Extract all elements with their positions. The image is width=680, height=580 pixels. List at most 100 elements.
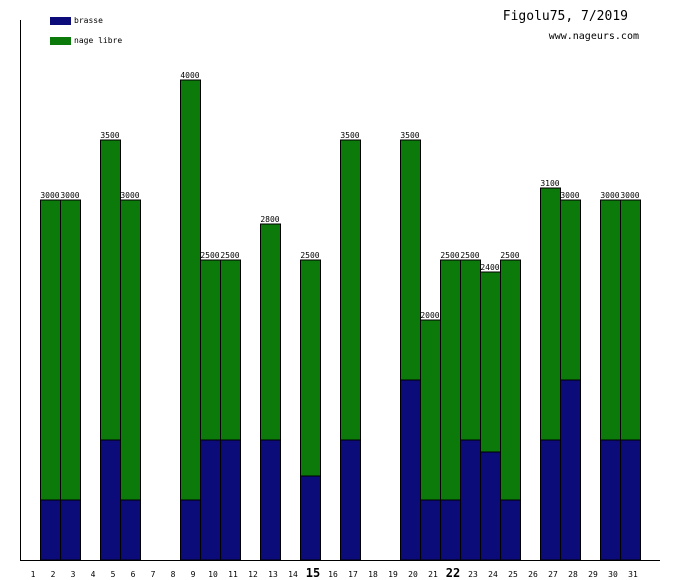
x-tick-label-21: 21 <box>428 570 438 579</box>
bar-total-label-day-17: 3500 <box>340 131 359 140</box>
x-tick-label-18: 18 <box>368 570 378 579</box>
bar-nage-libre-day-31 <box>620 199 641 441</box>
bar-nage-libre-day-5 <box>100 139 121 441</box>
bar-nage-libre-day-23 <box>460 259 481 441</box>
legend-item-brasse: brasse <box>50 15 122 26</box>
x-tick-label-3: 3 <box>71 570 76 579</box>
bar-brasse-day-28 <box>560 379 581 561</box>
bar-nage-libre-day-21 <box>420 319 441 501</box>
bar-brasse-day-23 <box>460 439 481 561</box>
x-tick-label-9: 9 <box>191 570 196 579</box>
bar-total-label-day-15: 2500 <box>300 251 319 260</box>
x-tick-label-13: 13 <box>268 570 278 579</box>
bar-brasse-day-17 <box>340 439 361 561</box>
bar-brasse-day-30 <box>600 439 621 561</box>
bar-brasse-day-22 <box>440 499 461 561</box>
bar-total-label-day-22: 2500 <box>440 251 459 260</box>
legend-swatch-brasse <box>50 16 71 25</box>
legend-swatch-nage-libre <box>50 36 71 45</box>
x-tick-label-4: 4 <box>91 570 96 579</box>
bar-total-label-day-30: 3000 <box>600 191 619 200</box>
bar-nage-libre-day-15 <box>300 259 321 477</box>
bar-brasse-day-5 <box>100 439 121 561</box>
x-tick-label-23: 23 <box>468 570 478 579</box>
legend: brasse nage libre <box>50 15 122 55</box>
bar-nage-libre-day-3 <box>60 199 81 501</box>
bar-brasse-day-11 <box>220 439 241 561</box>
bar-brasse-day-25 <box>500 499 521 561</box>
bar-total-label-day-6: 3000 <box>120 191 139 200</box>
bar-nage-libre-day-9 <box>180 79 201 501</box>
bar-total-label-day-28: 3000 <box>560 191 579 200</box>
bar-total-label-day-21: 2000 <box>420 311 439 320</box>
bar-total-label-day-25: 2500 <box>500 251 519 260</box>
bar-nage-libre-day-6 <box>120 199 141 501</box>
legend-label-brasse: brasse <box>74 16 103 25</box>
x-tick-labels: 1 2 3 4 5 6 7 8 9 10 11 12 13 14 15 16 17 18 19 20 21 22 23 24 2… <box>31 566 638 580</box>
bar-total-label-day-20: 3500 <box>400 131 419 140</box>
x-tick-label-12: 12 <box>248 570 258 579</box>
bar-brasse-day-15 <box>300 475 321 561</box>
bar-total-label-day-9: 4000 <box>180 71 199 80</box>
bar-nage-libre-day-13 <box>260 223 281 441</box>
x-tick-label-5: 5 <box>111 570 116 579</box>
bar-nage-libre-day-2 <box>40 199 61 501</box>
bar-nage-libre-day-22 <box>440 259 461 501</box>
x-tick-label-27: 27 <box>548 570 558 579</box>
x-tick-label-16: 16 <box>328 570 338 579</box>
x-tick-label-15: 15 <box>306 566 320 580</box>
x-tick-label-10: 10 <box>208 570 218 579</box>
bar-brasse-day-6 <box>120 499 141 561</box>
bar-nage-libre-day-20 <box>400 139 421 381</box>
bar-brasse-day-24 <box>480 451 501 561</box>
bar-total-label-day-27: 3100 <box>540 179 559 188</box>
x-tick-label-8: 8 <box>171 570 176 579</box>
site-label: www.nageurs.com <box>548 31 639 42</box>
bar-total-label-day-11: 2500 <box>220 251 239 260</box>
bar-brasse-day-13 <box>260 439 281 561</box>
bar-total-label-day-31: 3000 <box>620 191 639 200</box>
x-tick-label-14: 14 <box>288 570 298 579</box>
chart-title: Figolu75, 7/2019 <box>502 9 628 24</box>
x-tick-label-7: 7 <box>151 570 156 579</box>
bar-brasse-day-2 <box>40 499 61 561</box>
x-tick-label-25: 25 <box>508 570 518 579</box>
bar-brasse-day-20 <box>400 379 421 561</box>
bar-total-label-day-10: 2500 <box>200 251 219 260</box>
bar-total-label-day-23: 2500 <box>460 251 479 260</box>
bar-total-label-day-3: 3000 <box>60 191 79 200</box>
x-tick-label-6: 6 <box>131 570 136 579</box>
bar-nage-libre-day-11 <box>220 259 241 441</box>
x-tick-label-1: 1 <box>31 570 36 579</box>
x-tick-label-19: 19 <box>388 570 398 579</box>
bar-brasse-day-9 <box>180 499 201 561</box>
x-tick-label-28: 28 <box>568 570 578 579</box>
bar-brasse-day-27 <box>540 439 561 561</box>
x-tick-label-24: 24 <box>488 570 498 579</box>
legend-item-nage-libre: nage libre <box>50 35 122 46</box>
x-tick-label-2: 2 <box>51 570 56 579</box>
bar-brasse-day-10 <box>200 439 221 561</box>
bar-total-label-day-5: 3500 <box>100 131 119 140</box>
bar-total-label-day-13: 2800 <box>260 215 279 224</box>
bar-nage-libre-day-28 <box>560 199 581 381</box>
x-tick-label-26: 26 <box>528 570 538 579</box>
bar-brasse-day-21 <box>420 499 441 561</box>
bar-nage-libre-day-25 <box>500 259 521 501</box>
bar-total-label-day-24: 2400 <box>480 263 499 272</box>
x-tick-label-30: 30 <box>608 570 618 579</box>
bar-brasse-day-3 <box>60 499 81 561</box>
bar-nage-libre-day-24 <box>480 271 501 453</box>
bar-nage-libre-day-30 <box>600 199 621 441</box>
x-tick-label-29: 29 <box>588 570 598 579</box>
x-tick-label-11: 11 <box>228 570 238 579</box>
legend-label-nage-libre: nage libre <box>74 36 123 45</box>
x-tick-label-22: 22 <box>446 566 460 580</box>
x-tick-label-31: 31 <box>628 570 638 579</box>
bar-nage-libre-day-10 <box>200 259 221 441</box>
bar-brasse-day-31 <box>620 439 641 561</box>
x-tick-label-20: 20 <box>408 570 418 579</box>
bar-nage-libre-day-17 <box>340 139 361 441</box>
